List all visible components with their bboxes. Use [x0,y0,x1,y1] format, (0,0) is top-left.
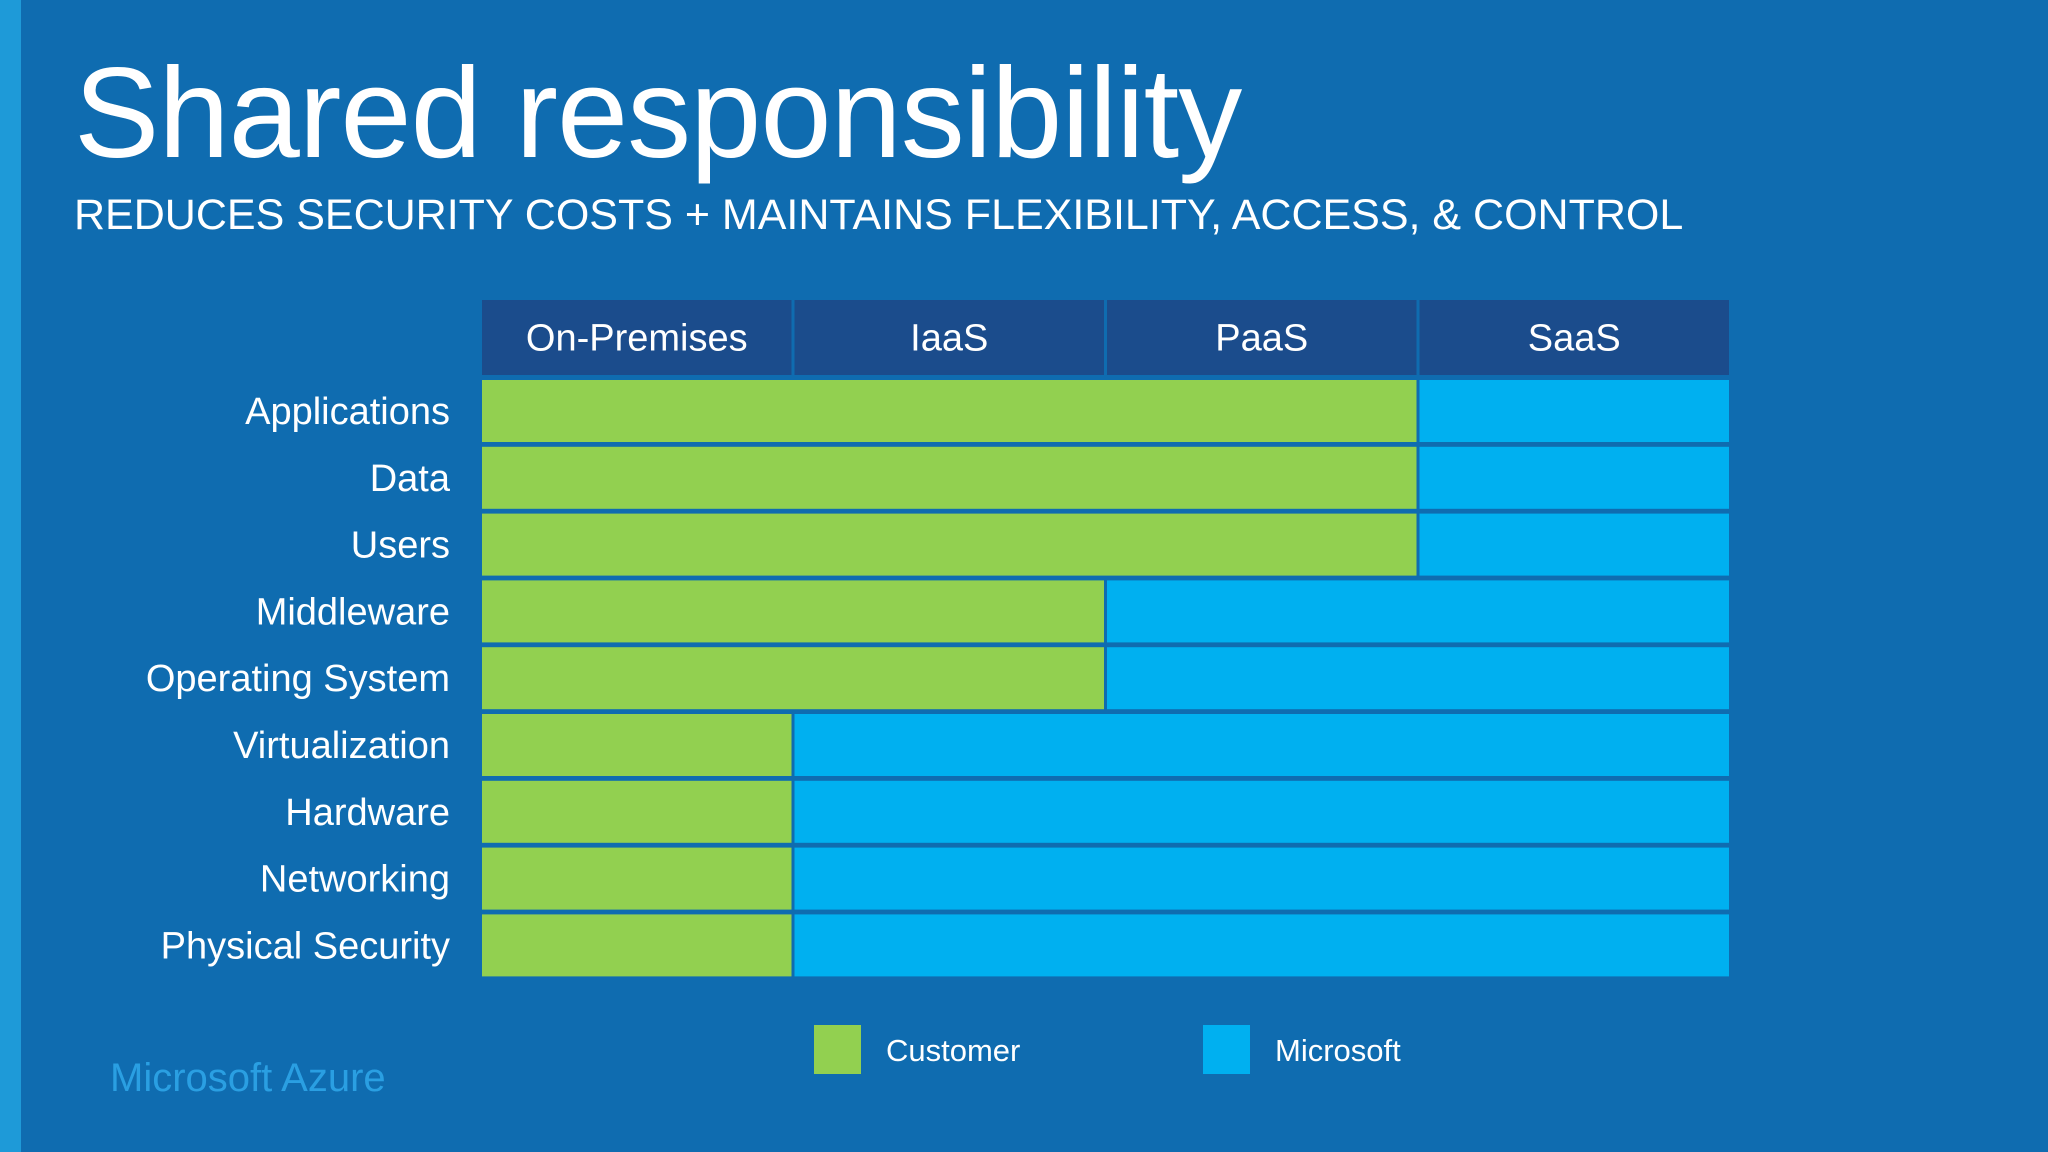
column-headers: On-Premises IaaS PaaS SaaS [482,300,1729,375]
column-header-label: On-Premises [526,318,748,360]
customer-bar [482,580,1104,643]
legend-swatch-microsoft [1203,1025,1250,1074]
microsoft-bar [794,914,1729,977]
legend-swatch-customer [814,1025,861,1074]
customer-bar [482,380,1417,442]
column-header-0 [482,300,792,375]
microsoft-bar [1107,580,1729,643]
row-label: Middleware [256,591,450,633]
row-labels: Applications Data Users Middleware Operating… [146,391,451,967]
row-label: Users [351,525,450,567]
brand-logo-text: Microsoft Azure [110,1056,386,1100]
row-label: Applications [245,391,450,433]
microsoft-bar [1419,380,1729,442]
customer-bar [482,513,1417,576]
responsibility-bars [482,380,1729,977]
microsoft-bar [1419,446,1729,509]
left-accent-strip [0,0,21,1152]
slide-subtitle: REDUCES SECURITY COSTS + MAINTAINS FLEXI… [74,191,1684,239]
customer-bar [482,914,792,977]
row-label: Virtualization [233,725,450,767]
customer-bar [482,446,1417,509]
customer-bar [482,780,792,843]
customer-bar [482,847,792,910]
column-header-label: SaaS [1528,318,1621,360]
microsoft-bar [794,714,1729,776]
microsoft-bar [794,780,1729,843]
microsoft-bar [1107,647,1729,710]
row-label: Hardware [285,792,450,834]
column-header-1 [794,300,1104,375]
slide-title: Shared responsibility [74,42,1242,185]
customer-bar [482,647,1104,710]
row-label: Data [370,458,451,500]
row-label: Physical Security [161,925,450,967]
column-header-2 [1107,300,1417,375]
column-header-3 [1419,300,1729,375]
legend-label: Customer [886,1033,1020,1068]
microsoft-bar [1419,513,1729,576]
legend-label: Microsoft [1275,1033,1401,1068]
column-header-label: PaaS [1215,318,1308,360]
row-label: Networking [260,859,450,901]
legend: Customer Microsoft [814,1025,1401,1074]
customer-bar [482,714,792,776]
row-label: Operating System [146,658,450,700]
microsoft-bar [794,847,1729,910]
column-header-label: IaaS [910,318,988,360]
